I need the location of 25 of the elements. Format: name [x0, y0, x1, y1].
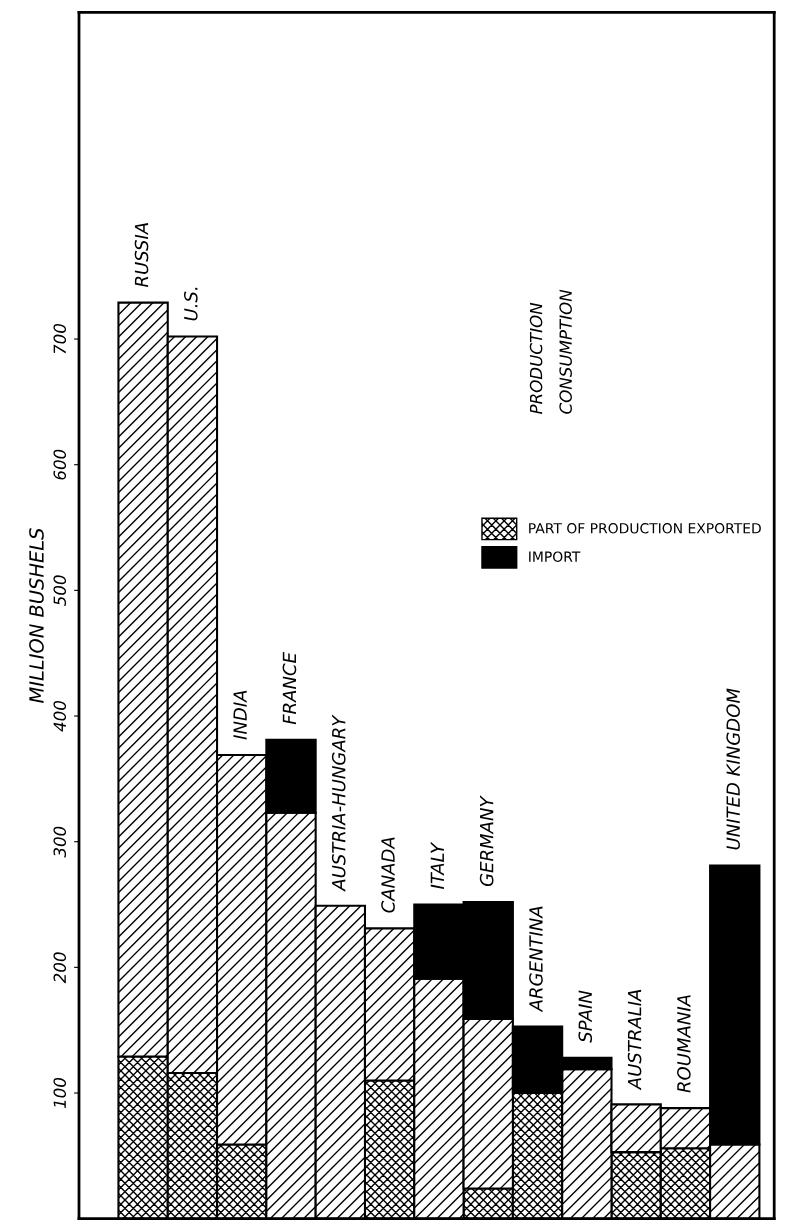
y-tick-label: 500 [53, 575, 67, 606]
x-tick-label: ROUMANIA [677, 995, 691, 1093]
x-tick-label: RUSSIA [134, 223, 149, 288]
y-tick-label: 100 [53, 1077, 67, 1109]
x-tick-label: AUSTRIA-HUNGARY [331, 714, 346, 892]
x-tick-label: FRANCE [282, 652, 297, 725]
x-tick-label: U.S. [183, 287, 198, 321]
y-tick-label: 200 [53, 952, 67, 984]
y-tick-label: 700 [53, 323, 67, 354]
annotation: CONSUMPTION [559, 289, 572, 414]
x-tick-label: AUSTRALIA [627, 989, 642, 1091]
y-tick-label: 600 [53, 449, 67, 480]
x-tick-label: UNITED KINGDOM [726, 688, 740, 850]
y-tick-label: 400 [53, 700, 67, 732]
x-tick-label: INDIA [233, 690, 247, 740]
annotation: PRODUCTION [529, 302, 543, 414]
x-tick-label: ARGENTINA [529, 906, 543, 1013]
x-tick-label: ITALY [430, 841, 444, 889]
legend-label: IMPORT [529, 551, 581, 562]
x-tick-label: CANADA [381, 837, 395, 913]
legend-label: PART OF PRODUCTION EXPORTED [529, 523, 761, 534]
y-axis-title: MILLION BUSHELS [29, 528, 44, 703]
x-tick-label: GERMANY [479, 795, 494, 887]
y-tick-label: 300 [53, 826, 67, 858]
x-tick-label: SPAIN [578, 990, 593, 1043]
